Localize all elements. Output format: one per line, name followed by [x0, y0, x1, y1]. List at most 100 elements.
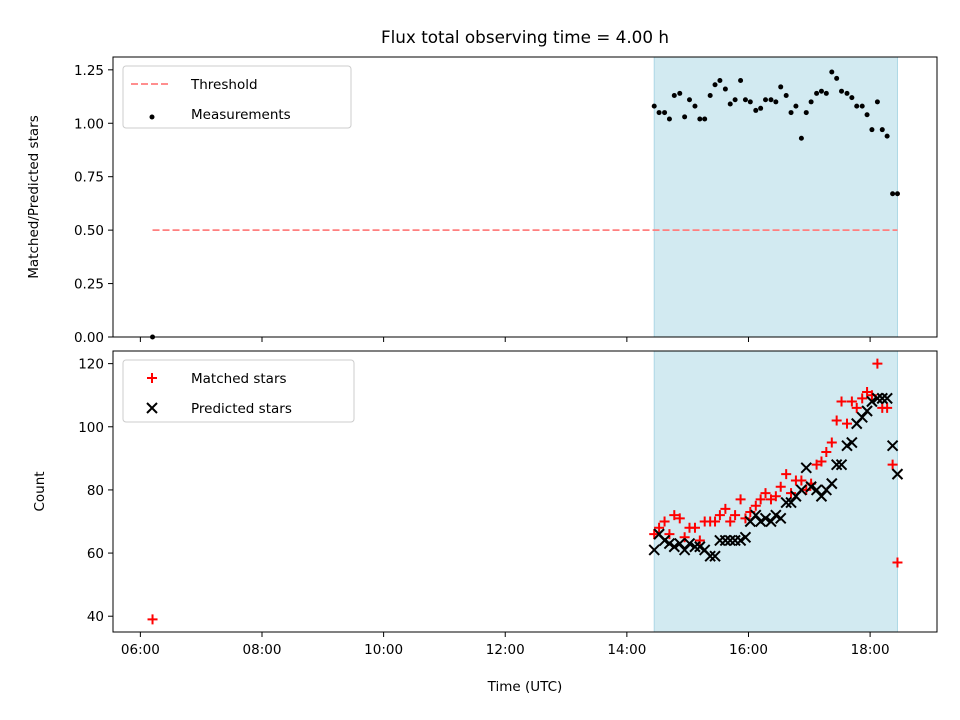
matched-point	[750, 500, 761, 511]
matched-point	[796, 475, 807, 486]
measurement-point	[702, 116, 708, 122]
measurement-point	[742, 97, 748, 103]
matched-point	[801, 484, 812, 495]
legend-box	[122, 359, 355, 423]
measurement-point	[834, 75, 840, 81]
y-tick-label: 1.25	[74, 63, 104, 79]
measurement-point	[788, 110, 794, 116]
matched-point	[816, 456, 827, 467]
matched-point	[770, 491, 781, 502]
matched-point	[720, 503, 731, 514]
measurement-point	[732, 97, 738, 103]
predicted-point	[765, 515, 777, 528]
predicted-point	[866, 395, 878, 408]
matched-point	[730, 510, 741, 521]
legend-measurement-swatch	[149, 114, 155, 120]
measurement-point	[712, 82, 718, 88]
matched-point	[786, 488, 797, 499]
x-tick-label: 10:00	[364, 642, 403, 658]
predicted-point	[785, 496, 797, 509]
predicted-point	[780, 496, 792, 509]
matched-point	[740, 513, 751, 524]
matched-point	[846, 396, 857, 407]
matched-point	[755, 494, 766, 505]
measurement-point	[798, 135, 804, 141]
y-tick-label: 40	[87, 609, 104, 625]
measurement-point	[727, 101, 733, 107]
axes-frame	[112, 350, 938, 633]
predicted-point	[668, 541, 681, 553]
predicted-point	[856, 411, 868, 424]
measurement-point	[662, 110, 668, 116]
measurement-point	[778, 84, 784, 90]
predicted-point	[861, 405, 873, 417]
predicted-point	[775, 512, 787, 525]
predicted-point	[724, 534, 736, 547]
measurement-point	[808, 99, 814, 105]
measurement-point	[818, 88, 824, 94]
measurement-point	[686, 97, 692, 103]
measurement-point	[666, 116, 672, 122]
legend-label-matched-stars: Matched stars	[191, 371, 287, 387]
measurement-point	[854, 103, 860, 109]
matched-point	[781, 469, 792, 480]
measurement-point	[656, 110, 662, 116]
measurement-point	[783, 92, 789, 98]
legend-predicted-swatch	[146, 402, 158, 414]
count-panel: 40 60 80 100 120 Count 06:00 08:00 10:00 12:00 14:…	[32, 350, 938, 695]
measurement-point	[869, 127, 875, 133]
series-measurements	[150, 69, 900, 340]
matched-point	[851, 402, 862, 413]
y-axis-label: Matched/Predicted stars	[26, 115, 42, 278]
matched-point	[831, 415, 842, 426]
measurement-point	[839, 88, 845, 94]
predicted-point	[795, 484, 808, 496]
x-tick-label: 14:00	[607, 642, 646, 658]
matched-point	[872, 358, 883, 369]
matched-point	[760, 488, 771, 499]
measurement-point	[793, 103, 799, 109]
y-tick-label: 0.00	[74, 330, 104, 346]
measurement-point	[707, 92, 713, 98]
series-predicted-stars	[648, 392, 904, 562]
matched-point	[725, 516, 736, 527]
legend: Threshold Measurements	[122, 65, 352, 129]
axes-frame	[112, 56, 938, 338]
predicted-point	[719, 534, 732, 547]
matched-point	[735, 494, 746, 505]
predicted-point	[750, 509, 762, 521]
predicted-point	[674, 537, 686, 550]
predicted-point	[678, 544, 691, 556]
matched-point	[841, 418, 852, 429]
matched-point	[821, 447, 832, 458]
matched-point	[857, 393, 868, 404]
matched-point	[892, 557, 903, 568]
legend-label-measurements: Measurements	[191, 107, 291, 123]
measurement-point	[717, 78, 723, 84]
predicted-point	[891, 468, 904, 480]
measurement-point	[747, 99, 753, 105]
series-matched-stars	[147, 358, 903, 625]
y-tick-label: 0.25	[74, 277, 104, 293]
matched-point	[887, 459, 898, 470]
measurement-point	[722, 86, 728, 92]
measurement-point	[849, 95, 855, 101]
measurement-point	[803, 110, 809, 116]
measurement-point	[859, 103, 865, 109]
predicted-point	[648, 544, 660, 556]
chart-title: Flux total observing time = 4.00 h	[381, 27, 669, 47]
y-tick-label: 80	[87, 483, 104, 499]
measurement-point	[677, 90, 683, 96]
predicted-point	[835, 458, 848, 471]
measurement-point	[763, 97, 769, 103]
y-tick-label: 120	[78, 357, 104, 373]
legend: Matched stars Predicted stars	[122, 359, 355, 423]
predicted-point	[826, 477, 838, 490]
matched-point	[664, 529, 675, 540]
measurement-point	[682, 114, 688, 120]
matched-point	[679, 532, 690, 543]
matched-point	[775, 481, 786, 492]
matched-point	[669, 510, 680, 521]
measurement-point	[738, 78, 744, 84]
